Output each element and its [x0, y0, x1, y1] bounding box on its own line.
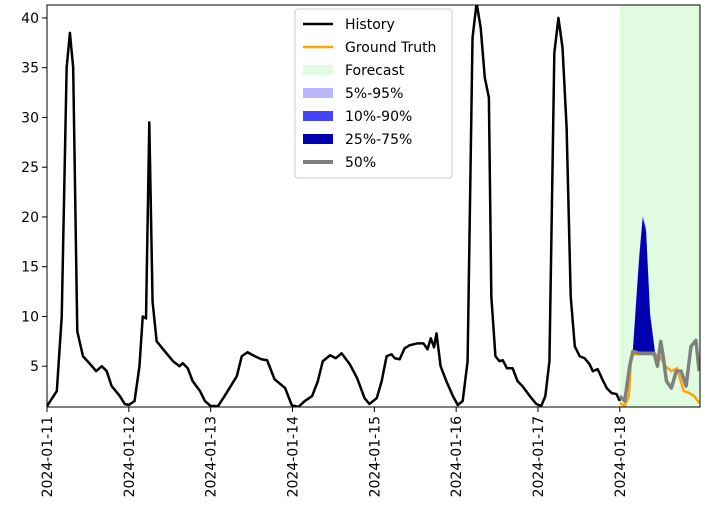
- x-tick-label: 2024-01-14: [285, 416, 301, 497]
- y-tick-label: 25: [21, 160, 39, 176]
- series-line: [47, 5, 621, 407]
- legend-label: Ground Truth: [345, 40, 436, 56]
- y-tick-label: 20: [21, 210, 39, 226]
- x-tick-label: 2024-01-11: [40, 416, 56, 497]
- x-tick-label: 2024-01-16: [449, 416, 465, 497]
- y-tick-label: 35: [21, 61, 39, 77]
- legend-swatch: [303, 88, 333, 98]
- plot-frame: [46, 4, 701, 408]
- x-tick-label: 2024-01-17: [531, 416, 547, 497]
- legend-box: [294, 8, 453, 179]
- x-tick-label: 2024-01-15: [367, 416, 383, 497]
- series-line: [618, 338, 700, 403]
- x-tick-label: 2024-01-12: [122, 416, 138, 497]
- legend-swatch: [303, 111, 333, 121]
- legend-label: 50%: [345, 155, 376, 171]
- legend-swatch: [303, 65, 333, 75]
- legend-label: 25%-75%: [345, 132, 412, 148]
- legend-label: 5%-95%: [345, 86, 403, 102]
- axes: 5 10 15 20 25 30 35 40 2024-01-11 2024-01-12 2024-…: [21, 4, 701, 497]
- y-tick-label: 15: [21, 260, 39, 276]
- legend-label: 10%-90%: [345, 109, 412, 125]
- legend-swatch: [303, 134, 333, 144]
- plot-area: [47, 5, 700, 407]
- y-tick-label: 5: [30, 359, 39, 375]
- y-tick-label: 10: [21, 309, 39, 325]
- quantile-band: [632, 218, 655, 354]
- y-tick-label: 30: [21, 110, 39, 126]
- legend-label: Forecast: [345, 63, 405, 79]
- legend-label: History: [345, 17, 395, 33]
- y-tick-label: 40: [21, 11, 39, 27]
- x-tick-label: 2024-01-18: [613, 416, 629, 497]
- x-tick-label: 2024-01-13: [204, 416, 220, 497]
- legend: History Ground Truth Forecast 5%-95% 10%-90%…: [294, 8, 453, 179]
